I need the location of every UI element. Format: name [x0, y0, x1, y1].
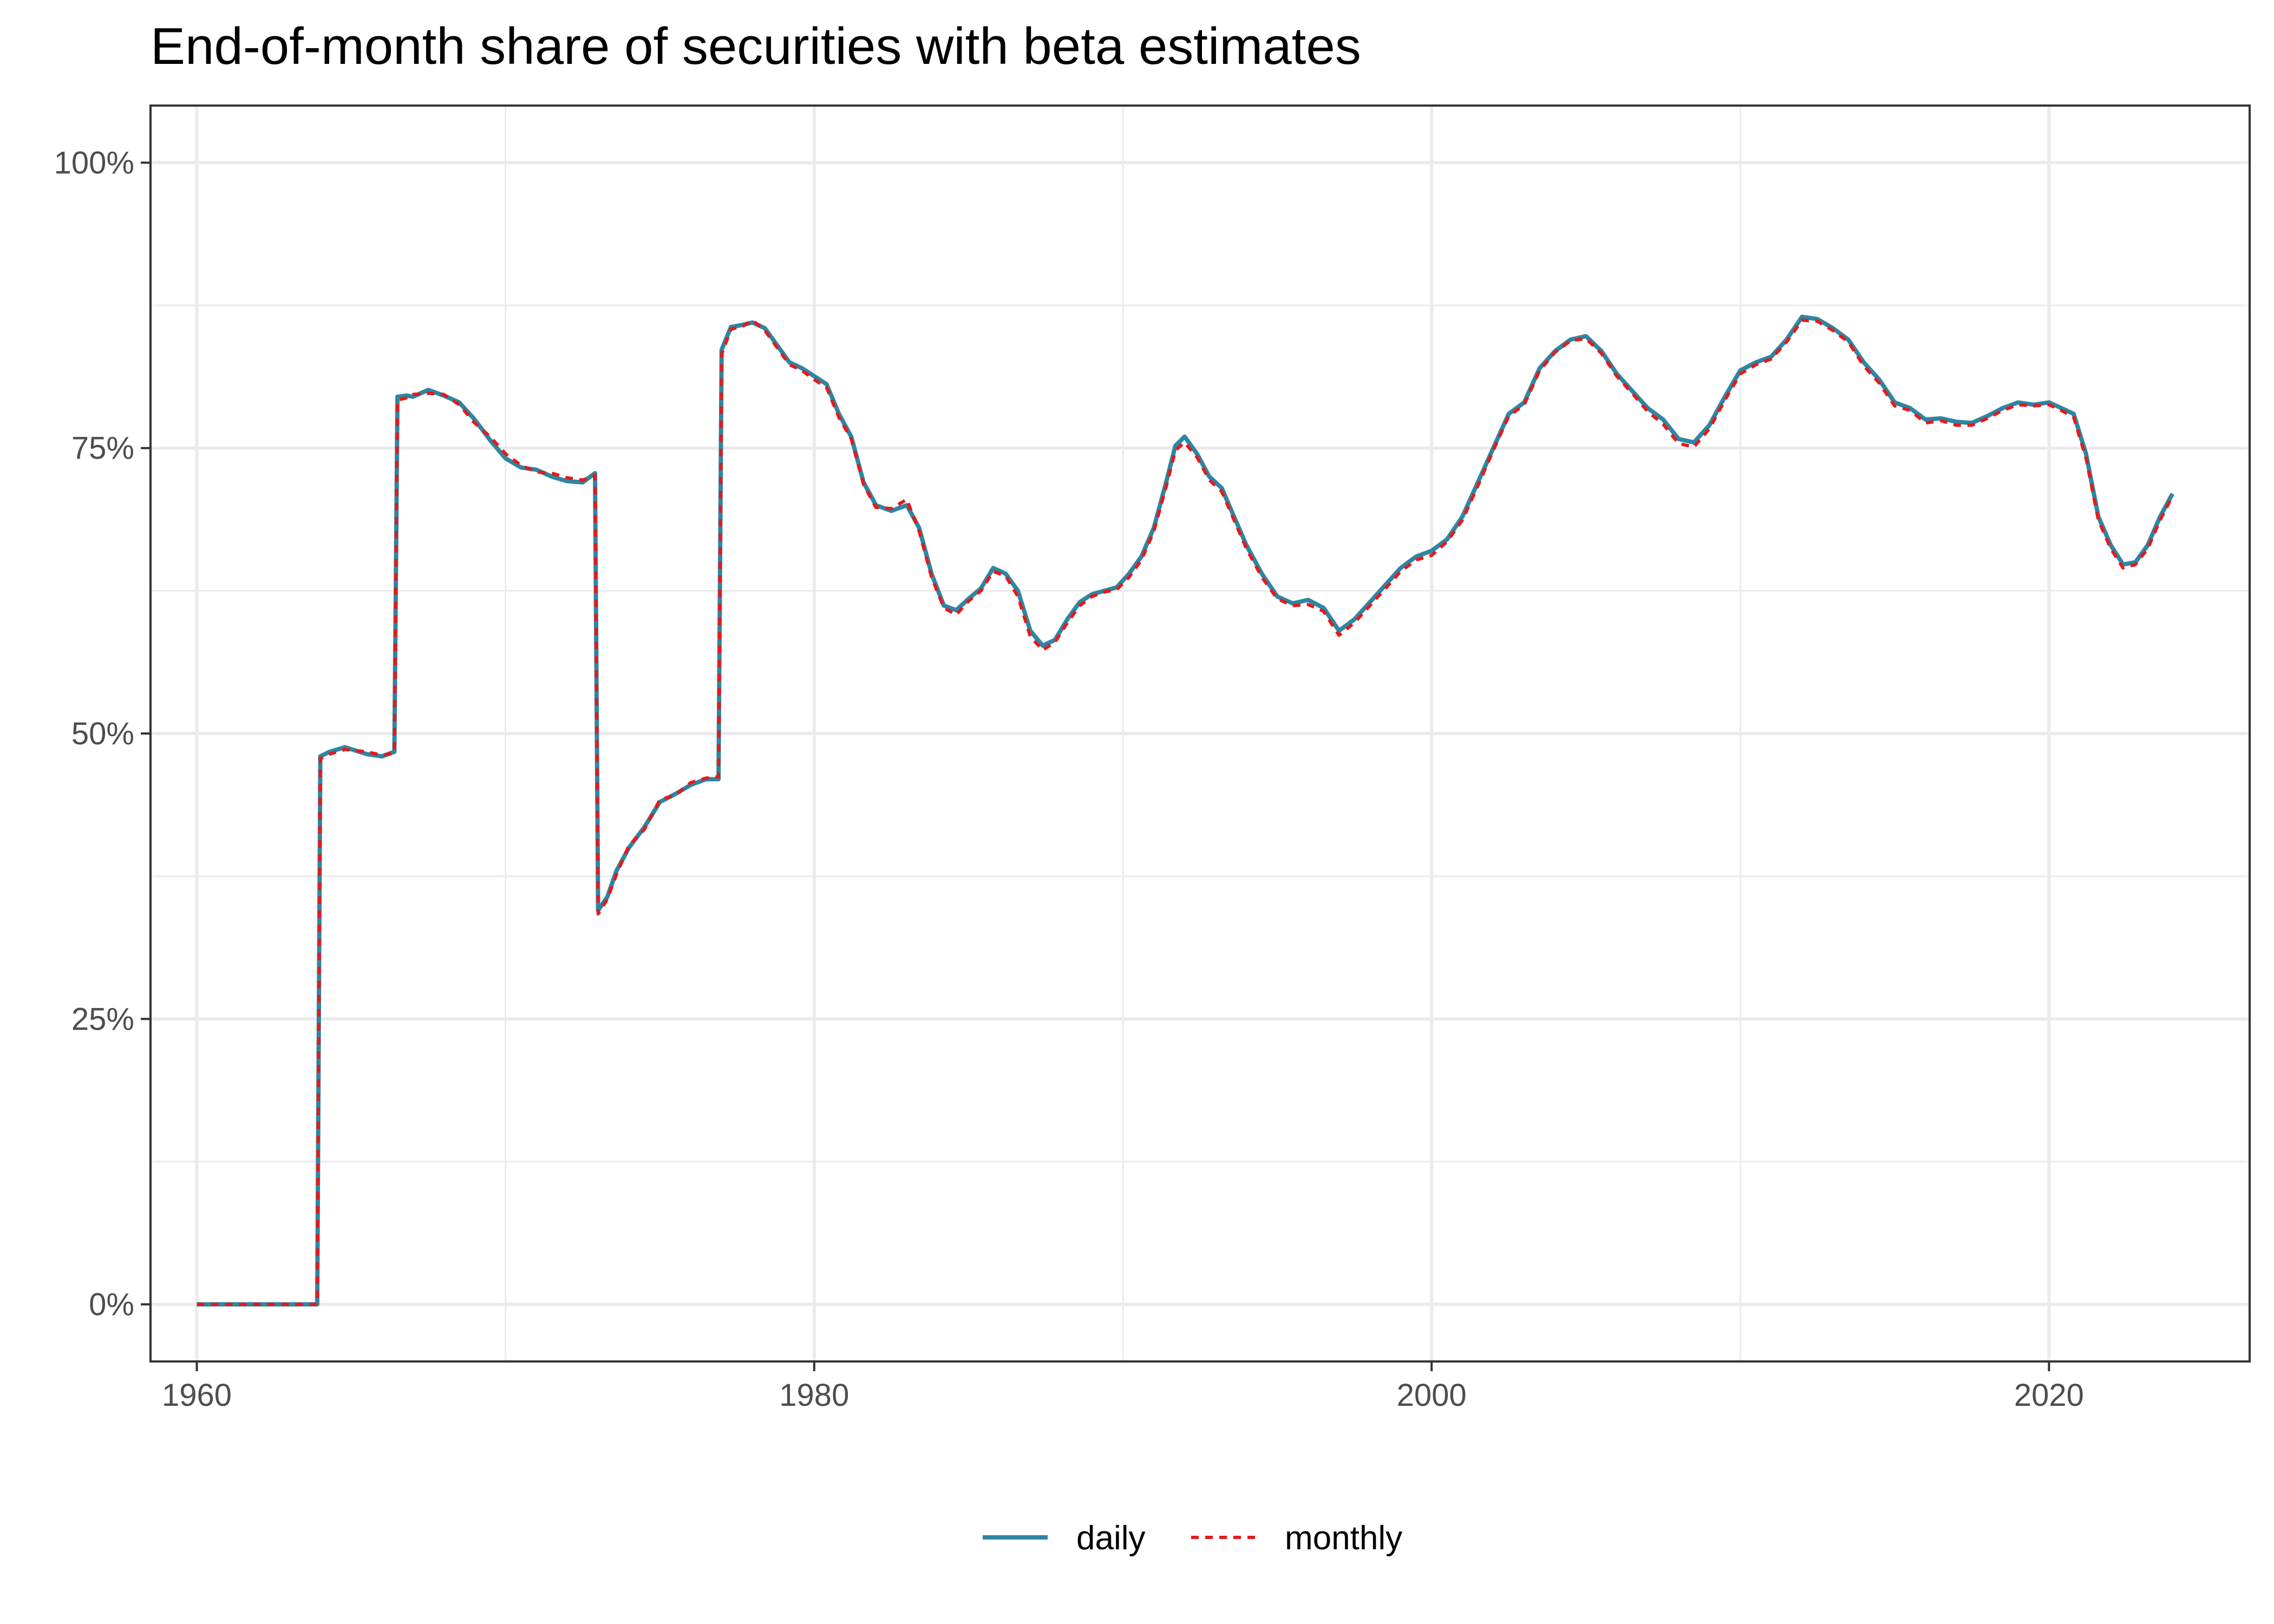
legend: daily monthly [983, 1520, 1402, 1557]
y-tick-label: 100% [54, 145, 134, 180]
x-tick-label: 2020 [2014, 1378, 2084, 1413]
y-tick-label: 50% [71, 716, 134, 751]
x-tick-label: 2000 [1397, 1378, 1467, 1413]
legend-label-monthly: monthly [1285, 1520, 1402, 1557]
series-line-monthly [197, 318, 2174, 1306]
x-tick-label: 1960 [162, 1378, 232, 1413]
y-tick-label: 25% [71, 1001, 134, 1037]
chart-title: End-of-month share of securities with be… [151, 17, 1361, 75]
y-tick-label: 0% [89, 1287, 134, 1322]
legend-label-daily: daily [1076, 1520, 1146, 1557]
grid-lines [151, 106, 2250, 1361]
y-tick-label: 75% [71, 431, 134, 466]
axes: 0% 25% 50% 75% 100% 1960 1980 2000 2020 [54, 145, 2084, 1413]
series-line-daily [197, 315, 2175, 1307]
series-lines [197, 315, 2175, 1307]
x-tick-label: 1980 [779, 1378, 849, 1413]
